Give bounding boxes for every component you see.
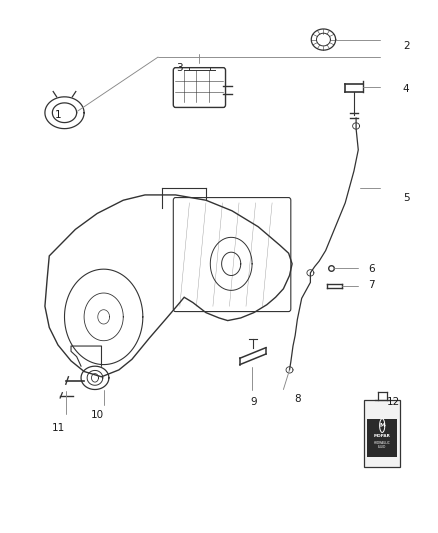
Bar	[364, 400, 400, 467]
Text: FLUID: FLUID	[378, 445, 386, 449]
Text: 3: 3	[177, 63, 183, 72]
Text: 12: 12	[386, 397, 400, 407]
Text: 11: 11	[51, 423, 64, 433]
Text: 6: 6	[368, 264, 374, 274]
Text: 7: 7	[368, 280, 374, 290]
Text: 2: 2	[403, 42, 410, 52]
Text: 1: 1	[55, 110, 61, 120]
Bar	[367, 419, 397, 457]
Text: HYDRAULIC: HYDRAULIC	[374, 441, 391, 445]
Text: 8: 8	[294, 394, 300, 404]
Text: 9: 9	[251, 397, 257, 407]
Text: 5: 5	[403, 192, 410, 203]
Text: M: M	[379, 423, 385, 428]
Text: 10: 10	[91, 410, 104, 420]
Text: MOPAR: MOPAR	[374, 434, 391, 438]
Text: 4: 4	[403, 84, 410, 94]
